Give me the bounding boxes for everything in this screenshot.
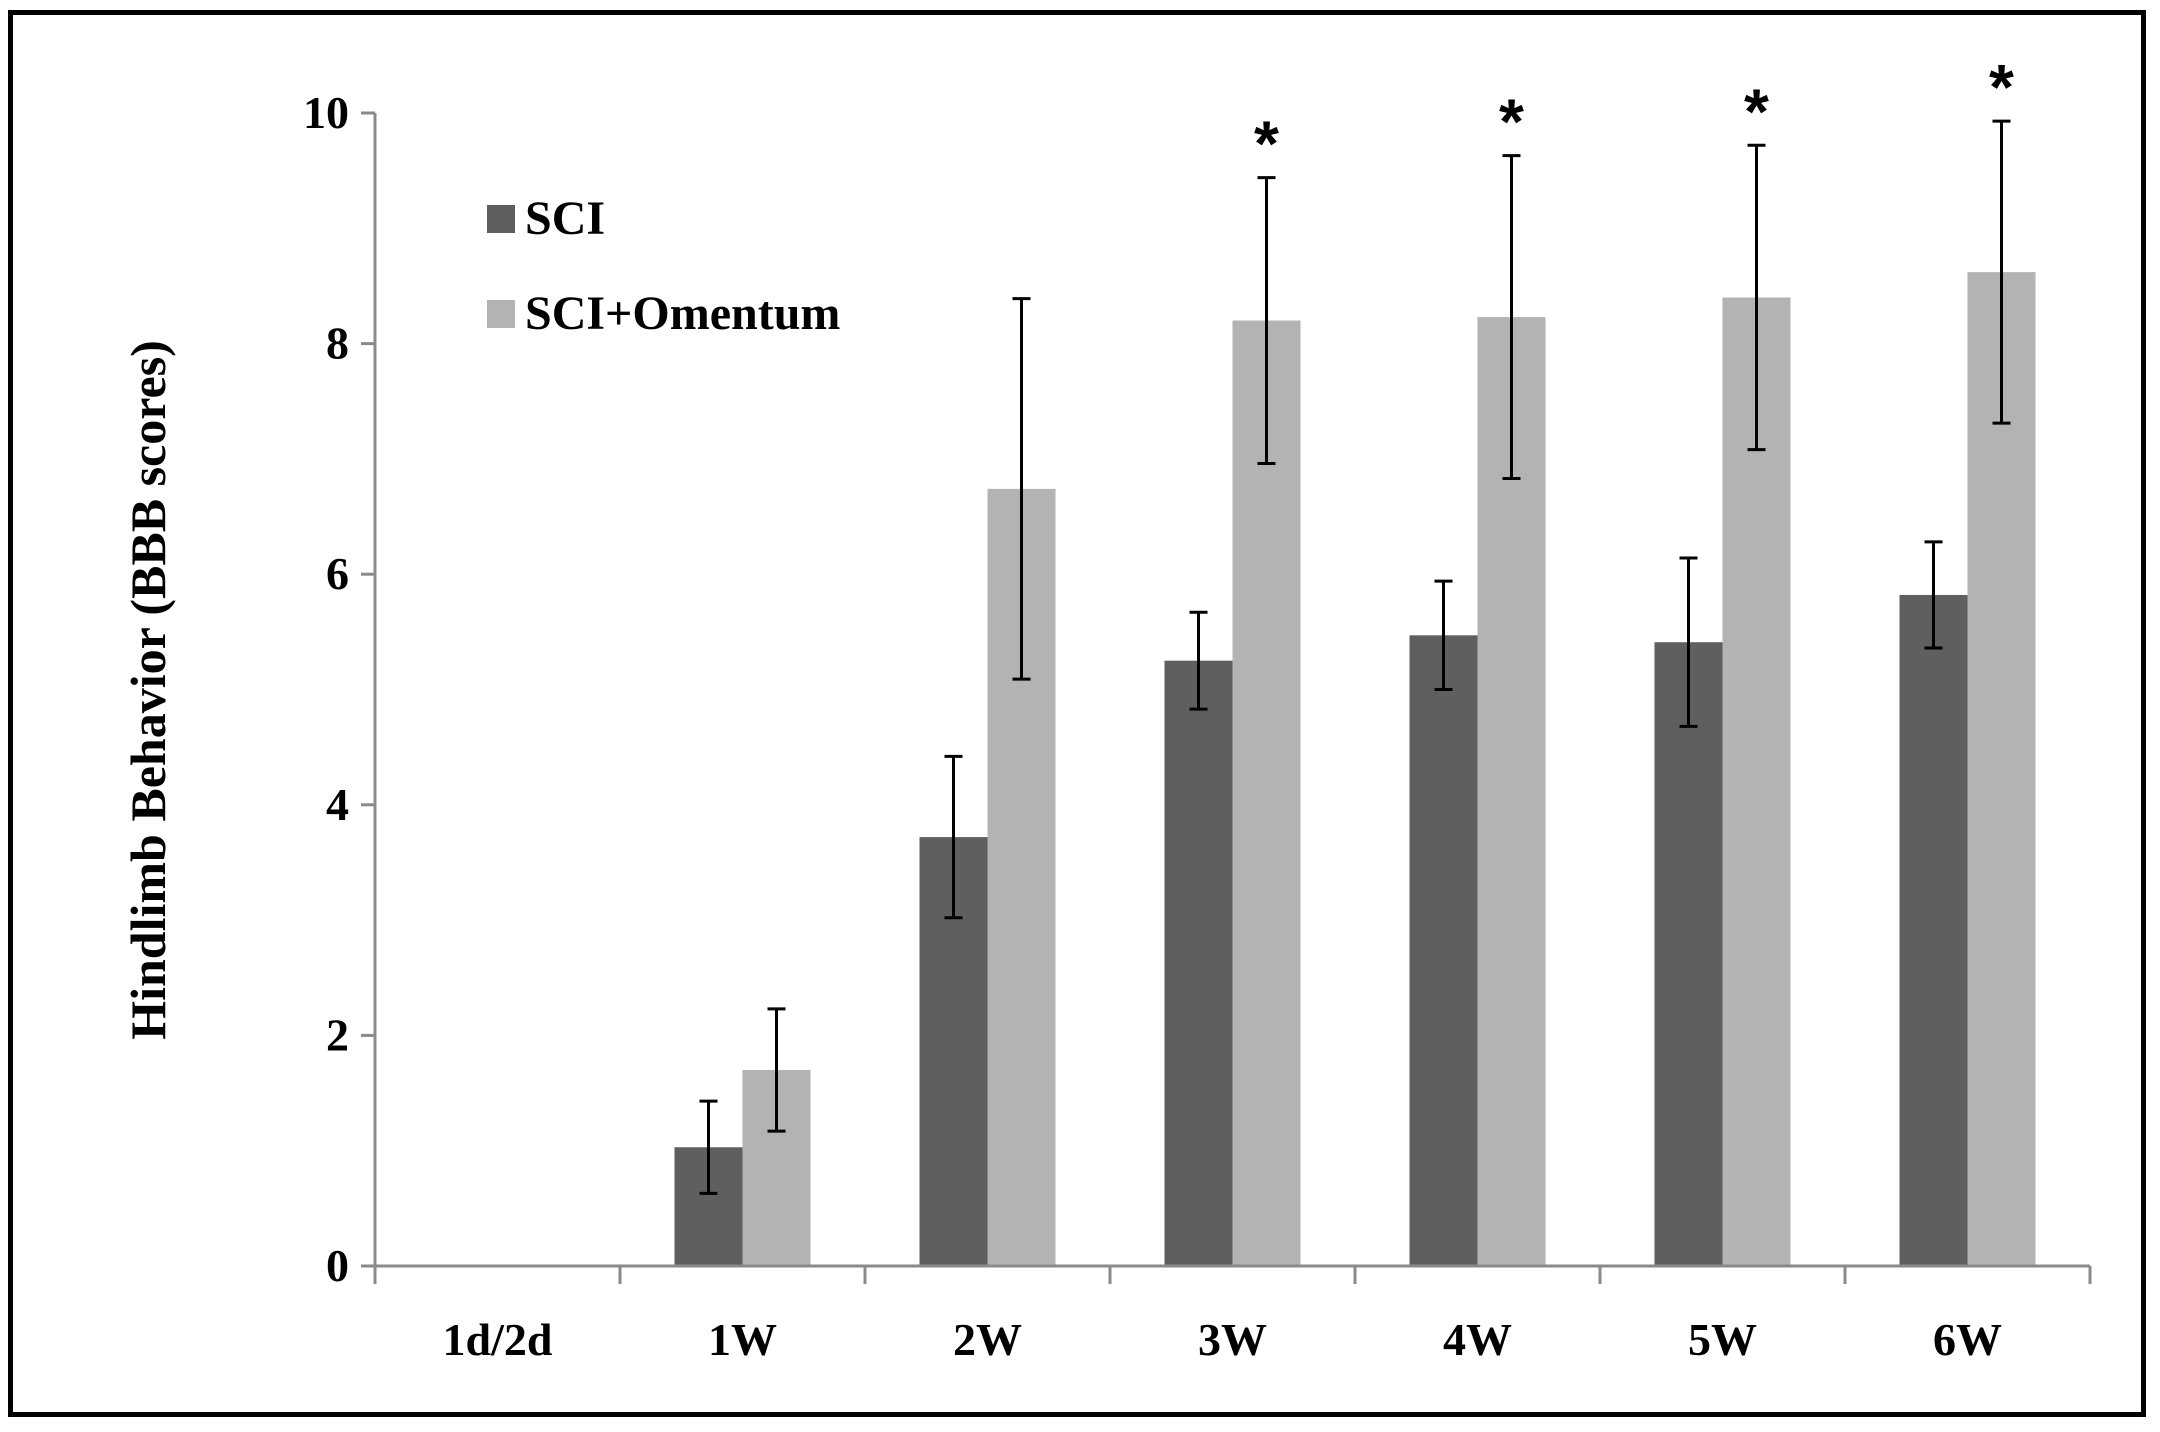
y-tick-label-0: 0 [326,1240,349,1291]
error-bar-sci-omentum-1w [767,1007,786,1133]
significance-mark-4w: * [1499,86,1524,158]
x-tick-label-4w: 4W [1443,1314,1512,1365]
y-axis-title: Hindlimb Behavior (BBB scores) [120,340,176,1040]
bars-layer [674,272,2036,1267]
bar-sci-4w [1409,635,1478,1266]
error-bar-sci-omentum-6w [1992,119,2011,425]
error-bar-sci-omentum-2w [1012,297,1031,681]
legend-label: SCI+Omentum [525,287,840,340]
bar-sci-3w [1164,660,1233,1266]
legend-item-sci-omentum: SCI+Omentum [487,287,840,340]
significance-mark-3w: * [1254,108,1279,180]
error-bar-sci-6w [1924,540,1943,650]
y-tick-label-2: 2 [326,1009,349,1060]
bar-sci-6w [1899,594,1968,1266]
significance-mark-5w: * [1744,75,1769,147]
bar-sci-omentum-3w [1232,320,1301,1266]
legend-swatch [487,205,515,233]
x-tick-label-1w: 1W [708,1314,777,1365]
x-tick-label-3w: 3W [1198,1314,1267,1365]
error-bar-sci-omentum-5w [1747,143,1766,452]
error-bar-sci-3w [1189,610,1208,711]
y-tick-label-10: 10 [303,87,349,138]
labels-layer: 1d/2d 1W 2W 3W 4W 5W 6W * * * * 0 2 4 6 8 10 [303,51,2014,1365]
error-bar-sci-1w [699,1099,718,1195]
legend-item-sci: SCI [487,192,605,245]
error-bar-sci-2w [944,754,963,920]
error-bar-sci-omentum-3w [1257,176,1276,466]
y-tick-label-4: 4 [326,779,349,830]
significance-mark-6w: * [1989,51,2014,123]
legend: SCI SCI+Omentum [487,192,840,340]
legend-label: SCI [525,192,605,245]
bar-sci-omentum-6w [1967,272,2036,1266]
y-tick-label-8: 8 [326,318,349,369]
legend-swatch [487,300,515,328]
error-bar-sci-4w [1434,579,1453,691]
x-tick-label-2w: 2W [953,1314,1022,1365]
bar-sci-5w [1654,642,1723,1266]
axes-layer [361,111,2092,1284]
x-tick-label-1d-2d: 1d/2d [443,1314,553,1365]
y-tick-label-6: 6 [326,548,349,599]
x-tick-label-6w: 6W [1933,1314,2002,1365]
error-bar-sci-5w [1679,556,1698,728]
bar-sci-omentum-5w [1722,297,1791,1267]
error-bar-sci-omentum-4w [1502,154,1521,481]
x-tick-label-5w: 5W [1688,1314,1757,1365]
error-bars-layer [699,119,2011,1195]
